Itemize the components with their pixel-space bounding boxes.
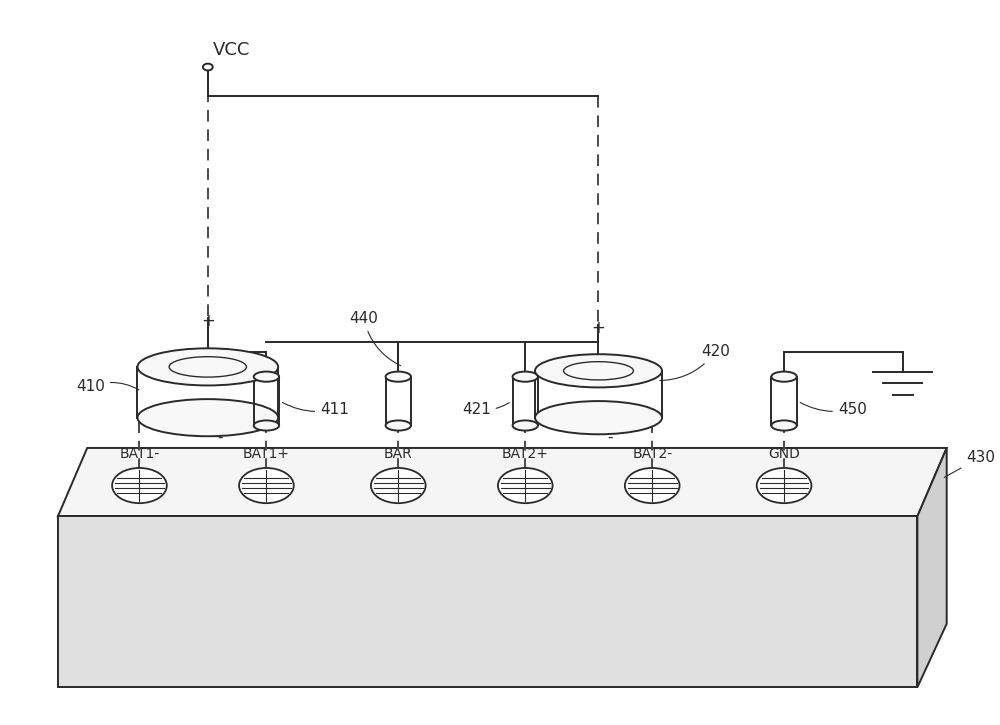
Text: GND: GND: [768, 447, 800, 461]
Ellipse shape: [757, 468, 811, 503]
Ellipse shape: [239, 468, 294, 503]
Ellipse shape: [625, 468, 680, 503]
Text: BAT1-: BAT1-: [119, 447, 160, 461]
Ellipse shape: [137, 399, 278, 436]
Polygon shape: [58, 516, 917, 687]
Ellipse shape: [112, 468, 167, 503]
Ellipse shape: [771, 372, 797, 382]
Ellipse shape: [203, 64, 213, 70]
Text: 440: 440: [349, 311, 401, 365]
Text: BAT2+: BAT2+: [502, 447, 549, 461]
Text: 450: 450: [800, 402, 867, 417]
Text: 421: 421: [462, 402, 509, 417]
Ellipse shape: [169, 357, 246, 377]
Ellipse shape: [513, 372, 538, 382]
Text: 411: 411: [283, 402, 349, 417]
Ellipse shape: [254, 420, 279, 431]
Text: +: +: [201, 312, 215, 330]
Ellipse shape: [137, 348, 278, 386]
Ellipse shape: [564, 362, 633, 380]
Text: 430: 430: [944, 450, 995, 477]
Ellipse shape: [513, 420, 538, 431]
Text: BAT1+: BAT1+: [243, 447, 290, 461]
Ellipse shape: [771, 420, 797, 431]
Text: -: -: [217, 429, 222, 444]
Ellipse shape: [535, 355, 662, 387]
Ellipse shape: [535, 401, 662, 434]
Ellipse shape: [386, 420, 411, 431]
Text: VCC: VCC: [213, 41, 250, 59]
Polygon shape: [58, 448, 947, 516]
Ellipse shape: [371, 468, 426, 503]
Text: BAT2-: BAT2-: [632, 447, 672, 461]
Text: 420: 420: [660, 344, 730, 381]
Text: -: -: [607, 429, 613, 444]
Polygon shape: [917, 448, 947, 687]
Ellipse shape: [254, 372, 279, 382]
Text: BAR: BAR: [384, 447, 413, 461]
Text: +: +: [592, 318, 605, 336]
Ellipse shape: [498, 468, 553, 503]
Ellipse shape: [386, 372, 411, 382]
Text: 410: 410: [76, 379, 139, 394]
